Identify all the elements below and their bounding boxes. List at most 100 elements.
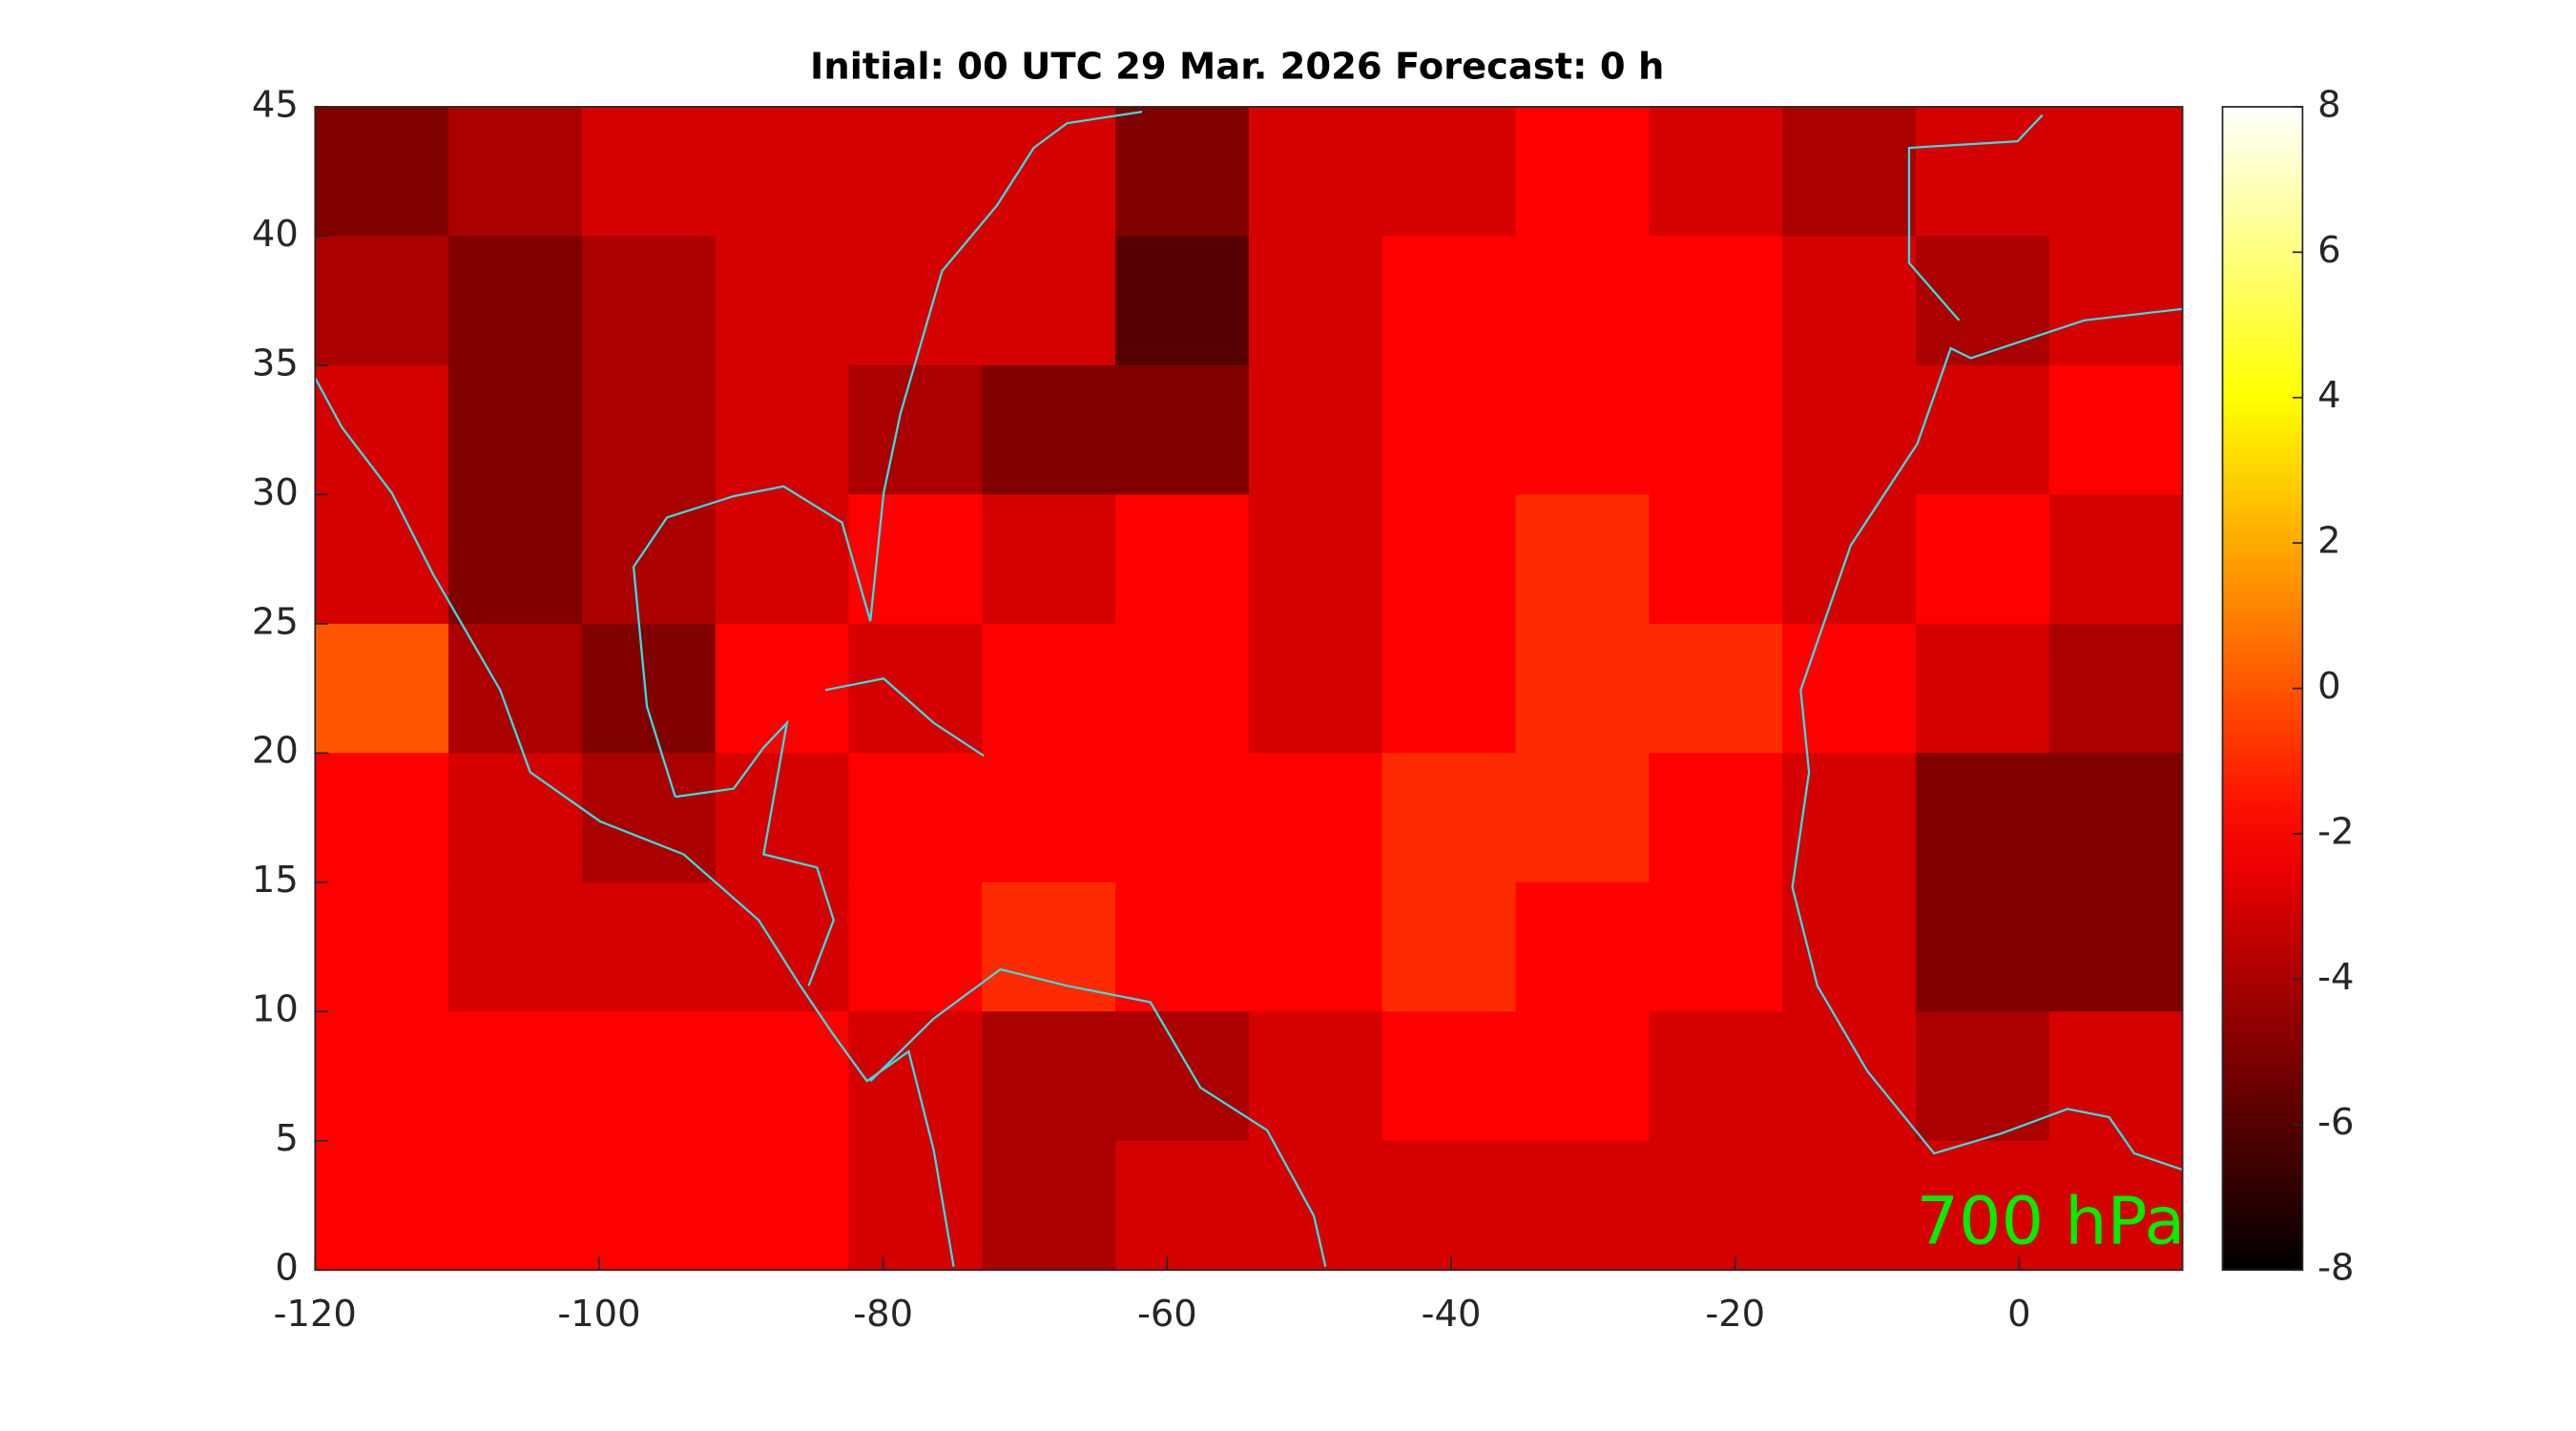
y-tick-label: 10 <box>252 988 299 1030</box>
x-tick-label: 0 <box>2007 1293 2030 1335</box>
field-cell <box>1381 753 1517 883</box>
field-cell <box>581 364 717 496</box>
field-cell <box>1248 623 1383 755</box>
coastline <box>1791 307 2183 1172</box>
field-cell <box>1915 753 2050 883</box>
colorbar-tick-label: -8 <box>2317 1247 2354 1289</box>
field-cell <box>715 1011 850 1142</box>
colorbar-tick-label: 6 <box>2317 229 2340 271</box>
field-cell <box>1248 494 1383 625</box>
field-cell <box>715 106 850 238</box>
field-cell <box>848 494 984 625</box>
x-tick-label: -20 <box>1705 1293 1765 1335</box>
field-cell <box>315 1011 449 1142</box>
field-cell <box>1115 881 1250 1013</box>
field-cell <box>1381 1140 1517 1272</box>
field-cell <box>1649 106 1784 238</box>
field-cell <box>2048 623 2184 755</box>
colorbar <box>2221 106 2304 1272</box>
field-cell <box>1515 881 1651 1013</box>
field-cell <box>1915 364 2050 496</box>
field-cell <box>982 1140 1116 1272</box>
field-cell <box>848 236 984 366</box>
field-cell <box>1115 494 1250 625</box>
field-cell <box>581 623 717 755</box>
field-cell <box>715 753 850 883</box>
field-cell <box>2048 753 2184 883</box>
field-cell <box>1782 881 1917 1013</box>
field-cell <box>2048 494 2184 625</box>
field-cell <box>2048 236 2184 366</box>
field-cell <box>1515 236 1651 366</box>
field-cell <box>1649 1140 1784 1272</box>
colorbar-tick-label: 2 <box>2317 520 2340 562</box>
coastline <box>869 967 1327 1268</box>
field-cell <box>1515 494 1651 625</box>
field-cell <box>315 881 449 1013</box>
field-cell <box>1115 1011 1250 1142</box>
field-cell <box>315 236 449 366</box>
y-tick-label: 0 <box>275 1247 298 1289</box>
y-tick-label: 25 <box>252 601 299 643</box>
field-cell <box>982 236 1116 366</box>
colorbar-tick-label: 0 <box>2317 665 2340 707</box>
field-cell <box>1649 623 1784 755</box>
field-cell <box>1115 106 1250 238</box>
field-cell <box>2048 364 2184 496</box>
colorbar-tick-label: -6 <box>2317 1101 2354 1143</box>
field-cell <box>1782 236 1917 366</box>
y-tick-label: 40 <box>252 213 299 255</box>
x-tick-label: -120 <box>274 1293 357 1335</box>
coastline <box>632 111 1143 798</box>
field-cell <box>1248 753 1383 883</box>
field-cell <box>448 881 583 1013</box>
field-cell <box>1782 623 1917 755</box>
field-cell <box>1115 364 1250 496</box>
coastline <box>824 677 985 757</box>
field-cell <box>1515 364 1651 496</box>
field-cell <box>2048 1011 2184 1142</box>
field-cell <box>448 106 583 238</box>
field-cell <box>581 106 717 238</box>
field-cell <box>1915 106 2050 238</box>
field-cell <box>1915 623 2050 755</box>
coastline <box>314 377 955 1267</box>
x-tick-label: -40 <box>1422 1293 1482 1335</box>
colorbar-tick-label: 4 <box>2317 374 2340 416</box>
field-cell <box>2048 881 2184 1013</box>
field-cell <box>581 753 717 883</box>
coastline <box>1907 114 2044 321</box>
field-cell <box>1649 494 1784 625</box>
field-cell <box>2048 106 2184 238</box>
field-cell <box>1649 236 1784 366</box>
y-tick-label: 35 <box>252 342 299 384</box>
field-cell <box>448 494 583 625</box>
field-cell <box>1115 753 1250 883</box>
field-cell <box>315 364 449 496</box>
field-cell <box>982 106 1116 238</box>
field-cell <box>715 881 850 1013</box>
field-cell <box>1115 623 1250 755</box>
field-cell <box>848 1140 984 1272</box>
field-cell <box>1515 1140 1651 1272</box>
field-cell <box>1915 881 2050 1013</box>
level-label: 700 hPa <box>1917 1184 2186 1259</box>
field-cell <box>848 364 984 496</box>
colorbar-tick-label: 8 <box>2317 84 2340 126</box>
field-cell <box>1782 753 1917 883</box>
field-cell <box>1782 494 1917 625</box>
field-cell <box>1381 236 1517 366</box>
field <box>315 106 2184 1272</box>
field-cell <box>1915 236 2050 366</box>
x-tick-label: -100 <box>557 1293 640 1335</box>
x-tick-label: -80 <box>853 1293 913 1335</box>
field-cell <box>1915 1140 2050 1272</box>
field-cell <box>982 494 1116 625</box>
field-cell <box>315 106 449 238</box>
field-cell <box>982 364 1116 496</box>
field-cell <box>1649 364 1784 496</box>
field-cell <box>1248 1140 1383 1272</box>
field-cell <box>315 494 449 625</box>
